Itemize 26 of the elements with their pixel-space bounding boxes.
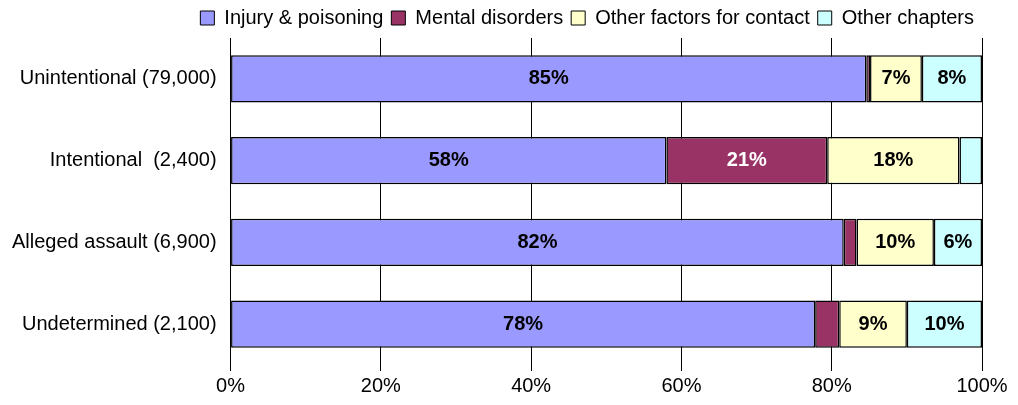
x-tick-label: 60% [661,373,702,396]
data-label: 8% [937,66,967,89]
data-label: 82% [517,229,558,252]
data-label: 85% [528,66,569,89]
legend-label: Mental disorders [415,5,564,28]
legend-label: Other chapters [841,5,975,28]
data-label: 9% [858,311,888,334]
legend-label: Other factors for contact [595,5,811,28]
y-tick-label: Undetermined (2,100) [22,311,217,334]
data-label: 21% [726,148,768,171]
data-label: 18% [873,148,914,171]
y-tick-label: Intentional (2,400) [49,148,217,171]
data-label: 10% [924,311,965,334]
x-tick-label: 0% [216,373,246,396]
data-label: 7% [881,66,911,89]
y-tick-label: Alleged assault (6,900) [11,229,217,252]
data-label: 6% [943,229,973,252]
y-tick-label: Unintentional (79,000) [19,66,217,89]
x-tick-label: 40% [511,373,552,396]
data-label: 58% [428,148,469,171]
x-tick-label: 80% [811,373,852,396]
x-tick-label: 20% [360,373,402,396]
data-label: 78% [503,311,544,334]
data-label: 10% [875,229,916,252]
legend-label: Injury & poisoning [224,5,384,28]
x-tick-label: 100% [956,373,1008,396]
